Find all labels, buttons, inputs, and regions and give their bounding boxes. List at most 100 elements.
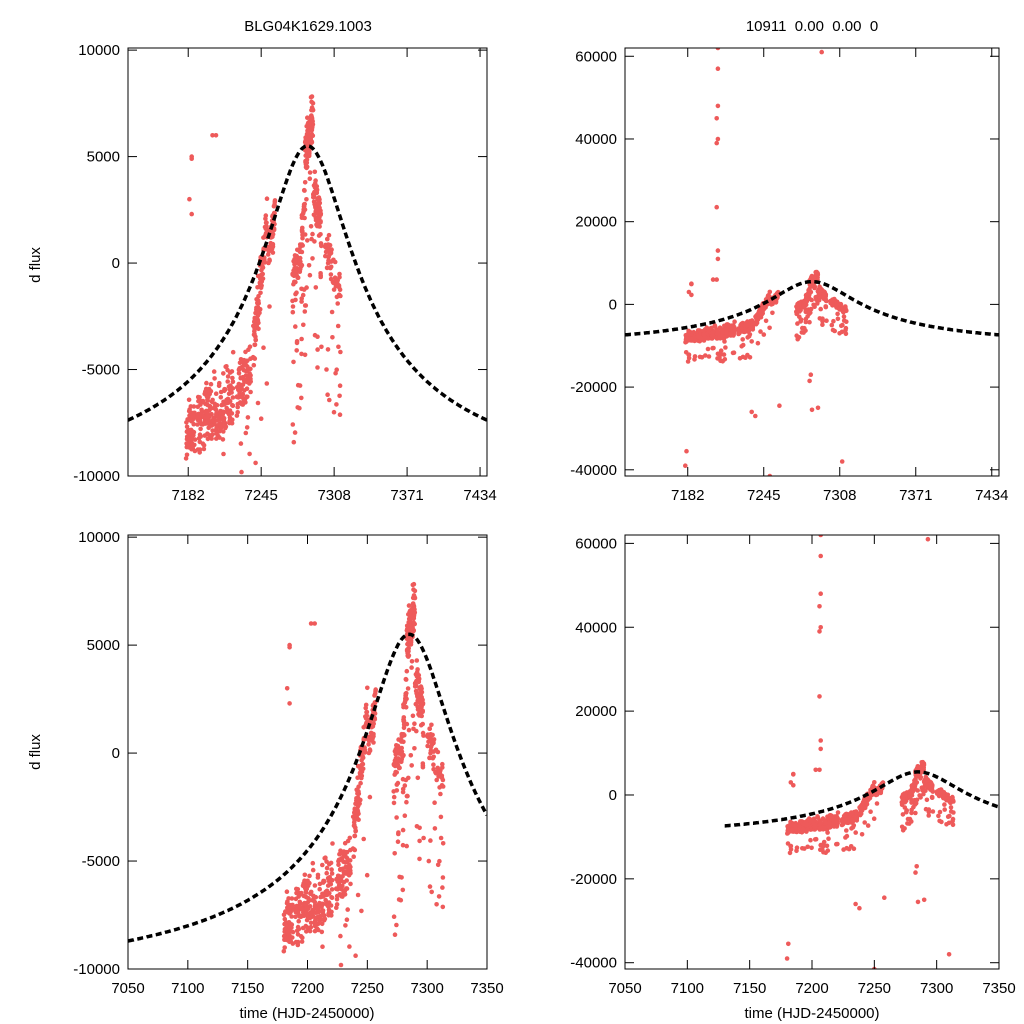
data-point [755, 340, 761, 346]
data-point [360, 753, 365, 759]
data-point [191, 421, 196, 427]
data-point [406, 775, 411, 781]
data-point [392, 851, 398, 856]
plot-frame [624, 534, 1000, 970]
data-point [205, 402, 211, 408]
data-point [335, 282, 341, 288]
data-point [718, 334, 723, 340]
data-point [334, 902, 340, 907]
data-point [304, 157, 310, 162]
data-point [352, 847, 358, 853]
data-point [260, 276, 266, 281]
data-point [900, 828, 906, 833]
data-point [825, 830, 830, 835]
data-point [334, 367, 340, 373]
data-point [344, 917, 350, 922]
data-point [397, 765, 402, 771]
data-point [794, 848, 799, 854]
data-point [238, 441, 244, 446]
data-point [744, 321, 749, 326]
data-point [218, 395, 224, 400]
data-point [919, 760, 924, 765]
x-tick-label: 7300 [920, 980, 953, 997]
data-point [404, 843, 410, 849]
data-point [320, 862, 325, 868]
data-point [209, 423, 214, 428]
data-point [307, 176, 313, 181]
data-point [409, 763, 415, 768]
data-point [307, 928, 313, 934]
data-point [264, 196, 270, 201]
data-point [406, 646, 412, 651]
data-point [259, 267, 264, 273]
data-point [926, 813, 931, 818]
y-ticks: 10000 5000 0 -5000 -10000 [73, 42, 487, 485]
data-point [818, 820, 823, 826]
data-point [818, 746, 823, 752]
data-point [925, 536, 931, 542]
data-point [327, 861, 332, 867]
data-point [432, 826, 438, 831]
data-point [347, 944, 352, 949]
data-point [366, 750, 372, 756]
data-point [307, 170, 313, 175]
x-tick-label: 7182 [671, 487, 704, 504]
data-point [214, 402, 220, 408]
data-point [407, 618, 413, 624]
data-point [338, 933, 343, 939]
data-point [749, 339, 754, 344]
data-point [803, 328, 808, 333]
data-point [710, 277, 716, 282]
x-tick-label: 7371 [390, 487, 423, 504]
data-point [306, 263, 312, 268]
data-point [714, 277, 719, 282]
data-point [326, 232, 332, 238]
data-point [251, 362, 257, 368]
data-point [237, 385, 243, 390]
data-point [266, 248, 272, 254]
data-point [838, 301, 844, 307]
x-tick-label: 7050 [608, 980, 641, 997]
data-point [255, 273, 261, 279]
data-point [252, 342, 257, 348]
data-point [223, 424, 228, 430]
data-point [394, 788, 400, 793]
data-point [208, 381, 214, 387]
data-point [797, 309, 802, 314]
data-point [715, 256, 721, 262]
data-point [229, 420, 235, 426]
data-point [271, 220, 276, 225]
data-point [761, 332, 767, 337]
data-point [307, 272, 313, 278]
data-point [263, 216, 268, 221]
data-point [429, 742, 435, 747]
data-point [303, 890, 309, 895]
data-point [241, 367, 247, 373]
data-point [266, 260, 271, 266]
data-point [299, 906, 305, 912]
x-tick-label: 7150 [733, 980, 766, 997]
data-point [359, 908, 364, 914]
data-point [338, 866, 343, 872]
data-point [732, 319, 737, 325]
data-point [318, 232, 323, 237]
data-point [310, 867, 316, 873]
data-points [784, 535, 956, 969]
data-point [834, 824, 840, 829]
data-point [264, 381, 270, 386]
data-point [341, 879, 347, 885]
data-point [817, 316, 823, 321]
data-point [205, 491, 210, 496]
data-point [362, 747, 368, 753]
data-point [418, 684, 424, 689]
data-point [406, 727, 412, 733]
data-point [347, 862, 352, 868]
data-point [438, 835, 444, 841]
data-point [391, 794, 397, 800]
data-point [770, 310, 775, 316]
data-point [408, 638, 414, 643]
data-point [689, 336, 695, 341]
y-tick-label: -40000 [570, 955, 617, 972]
data-point [301, 322, 306, 328]
data-point [809, 407, 815, 413]
